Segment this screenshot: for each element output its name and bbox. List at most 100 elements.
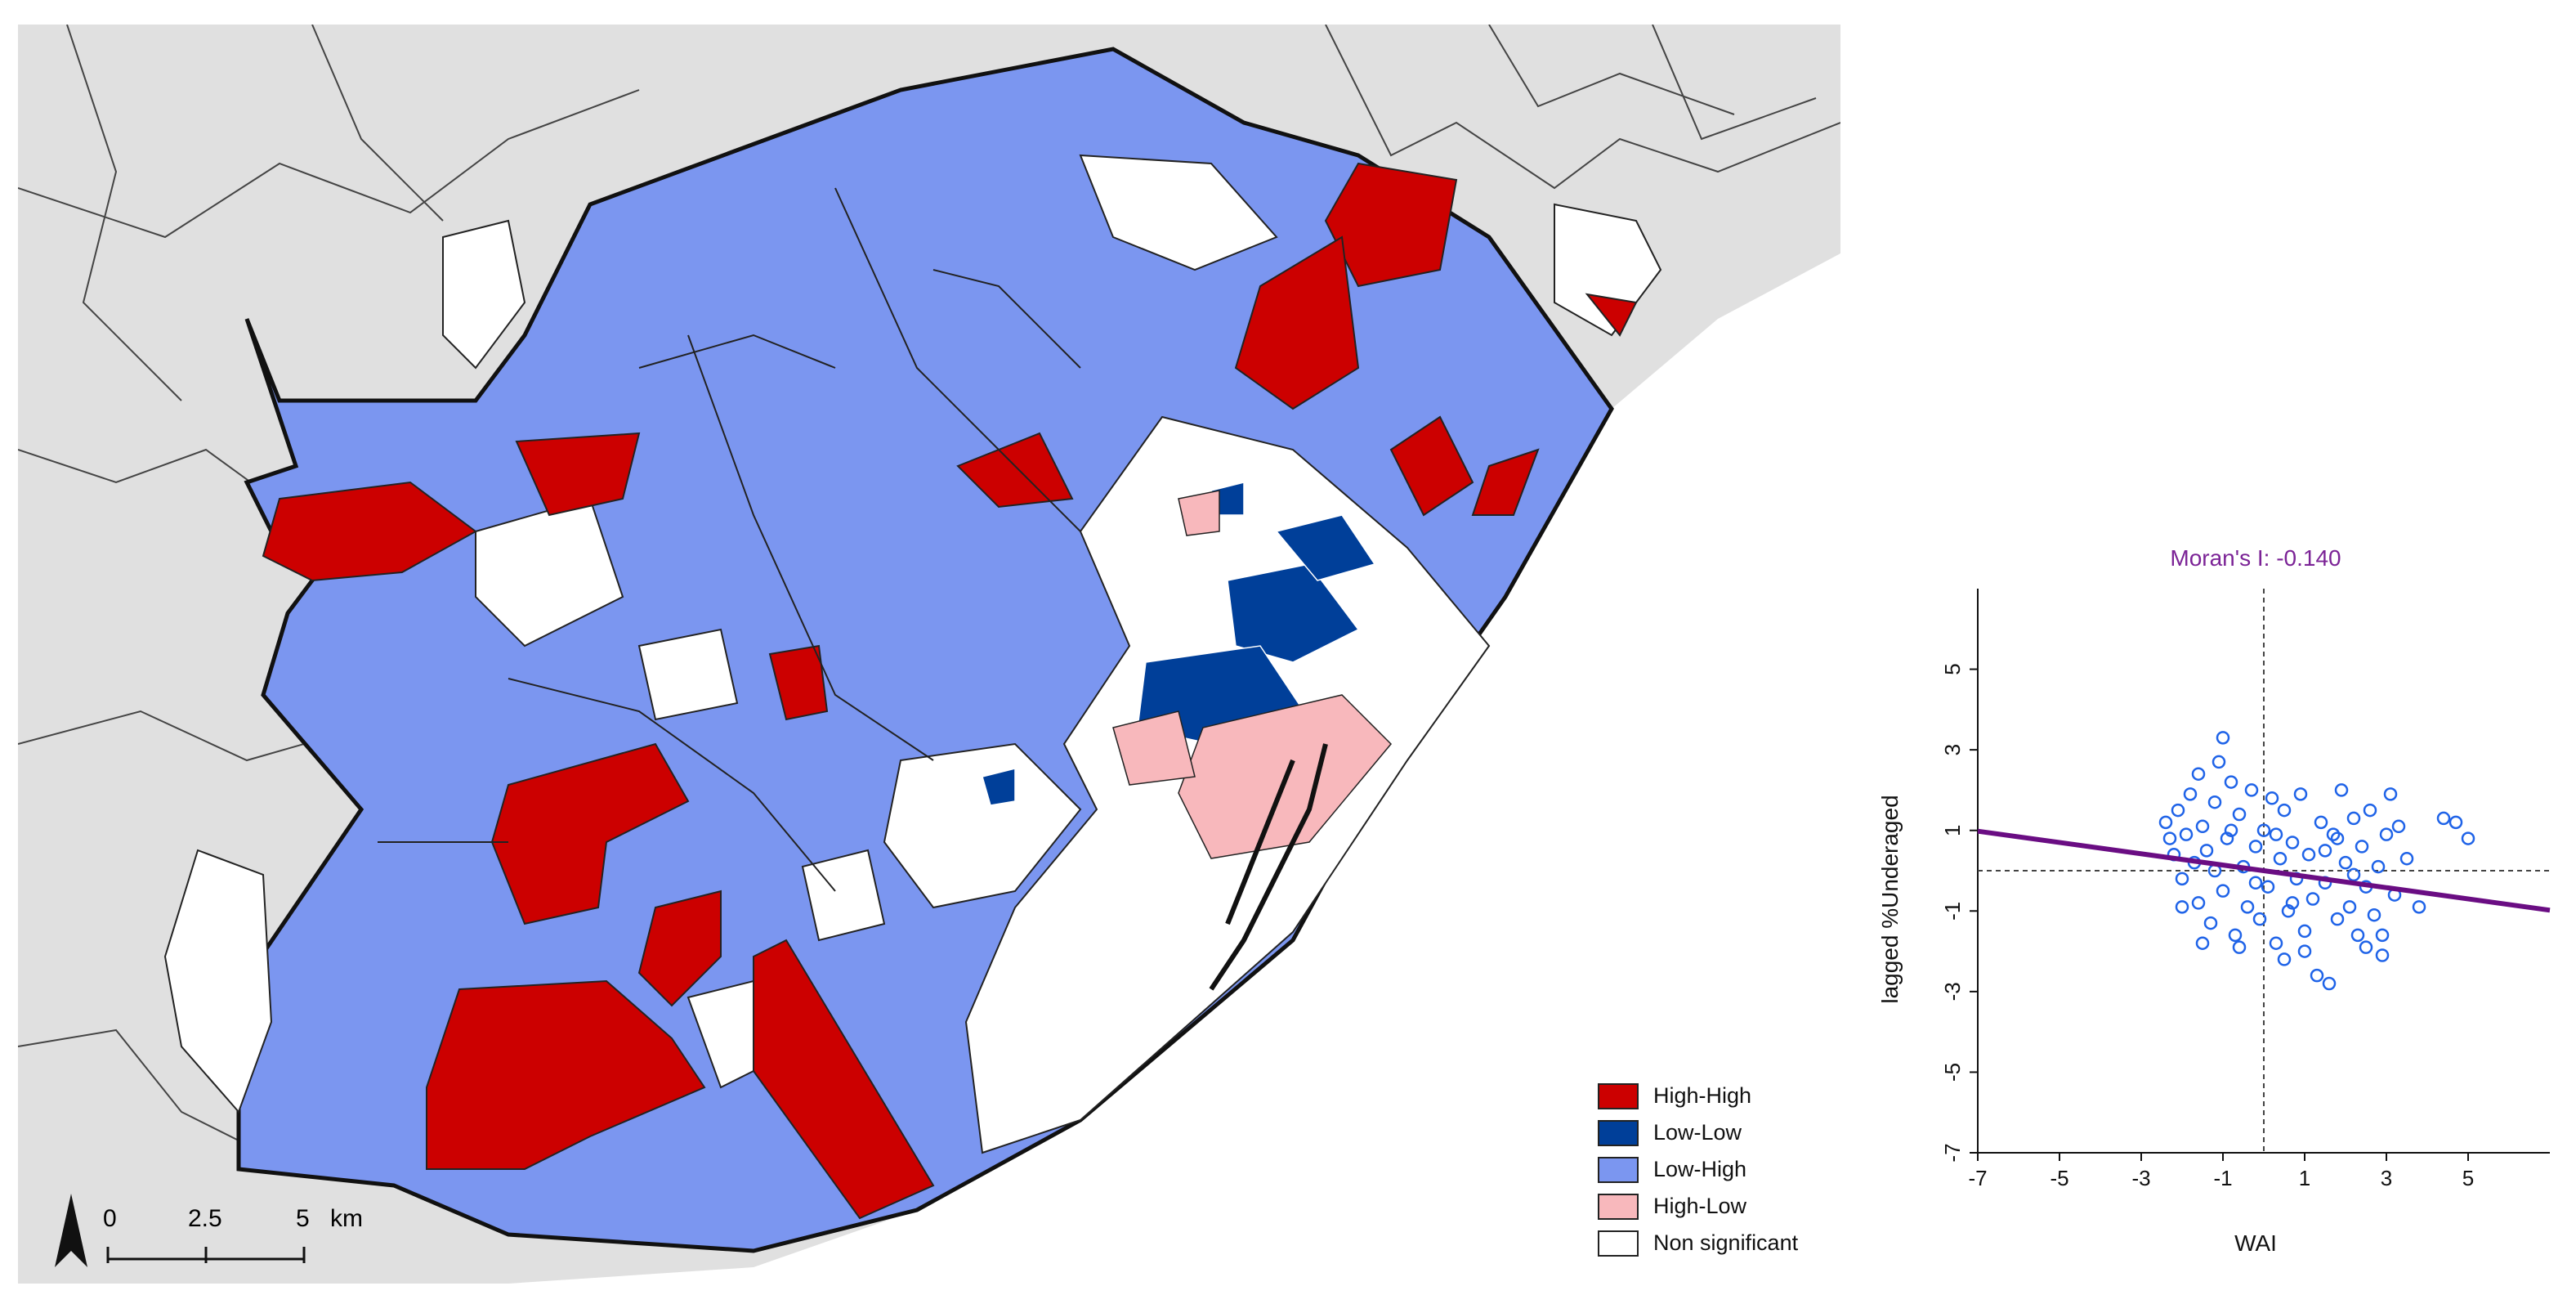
data-point (2248, 840, 2263, 854)
data-point (2277, 952, 2292, 966)
data-point (2318, 844, 2332, 858)
scale-tick-0: 0 (103, 1205, 117, 1232)
data-point (2232, 940, 2247, 954)
data-point (2252, 912, 2267, 926)
legend-swatch (1598, 1119, 1639, 1146)
data-point (2244, 783, 2259, 797)
data-point (2285, 836, 2300, 849)
legend-item-low-low: Low-Low (1598, 1114, 1843, 1151)
north-arrow-icon (55, 1194, 87, 1267)
x-tick-label: -1 (2213, 1166, 2232, 1190)
data-point (2195, 819, 2210, 834)
data-point (2277, 803, 2292, 818)
data-point (2342, 900, 2357, 914)
data-point (2224, 823, 2238, 837)
data-point (2383, 787, 2398, 801)
data-point (2232, 807, 2247, 822)
x-tick-label: 5 (2462, 1166, 2474, 1190)
data-point (2301, 848, 2316, 862)
data-point (2216, 731, 2230, 745)
y-tick-label: 5 (1940, 663, 1965, 674)
legend-swatch (1598, 1193, 1639, 1220)
data-point (2162, 831, 2177, 845)
data-point (2350, 928, 2365, 943)
legend-label: Low-Low (1653, 1120, 1742, 1145)
data-point (2297, 924, 2312, 939)
data-point (2305, 892, 2320, 906)
legend-item-non-significant: Non significant (1598, 1225, 1843, 1261)
legend-item-high-high: High-High (1598, 1078, 1843, 1114)
data-point (2240, 900, 2255, 914)
legend-swatch (1598, 1082, 1639, 1109)
data-point (2363, 803, 2377, 818)
data-point (2355, 840, 2369, 854)
plot-area: -7 -5 -3 -1 1 3 5 5 3 1 -1 -3 -5 -7 (1940, 589, 2551, 1190)
data-point (2338, 855, 2353, 870)
data-point (2256, 823, 2271, 837)
choropleth-map: 0 2.5 5 km (18, 25, 1840, 1284)
data-point (2322, 976, 2337, 991)
chart-title: Moran's I: -0.140 (2170, 545, 2341, 571)
data-point (2281, 904, 2296, 918)
data-point (2346, 811, 2361, 826)
scale-unit: km (330, 1205, 363, 1232)
data-point (2273, 851, 2288, 866)
data-point (2359, 940, 2373, 954)
data-point (2265, 791, 2279, 805)
high-high-areas (262, 162, 1638, 1220)
data-point (2346, 867, 2361, 882)
data-point (2179, 827, 2194, 841)
data-point (2220, 831, 2234, 845)
data-point (2199, 844, 2214, 858)
data-point (2171, 803, 2185, 818)
data-point (2293, 787, 2308, 801)
data-point (2183, 787, 2198, 801)
y-tick-label: -7 (1940, 1143, 1965, 1162)
data-point (2191, 767, 2206, 781)
x-tick-label: -3 (2131, 1166, 2150, 1190)
data-point (2330, 912, 2345, 926)
non-significant-areas (163, 154, 1662, 1154)
y-tick-label: -5 (1940, 1063, 1965, 1082)
y-axis-label: lagged %Underaged (1877, 795, 1903, 1003)
legend-label: Non significant (1653, 1230, 1799, 1255)
x-tick-label: -5 (2050, 1166, 2068, 1190)
data-point (2248, 876, 2263, 890)
data-point (2375, 928, 2390, 943)
scale-bar (106, 1247, 306, 1263)
legend-label: High-Low (1653, 1194, 1747, 1218)
district-borders (378, 187, 1081, 892)
data-point (2330, 831, 2345, 845)
legend-item-low-high: Low-High (1598, 1151, 1843, 1188)
data-point (2158, 815, 2173, 830)
data-point (2285, 896, 2300, 910)
x-axis-label: WAI (2234, 1230, 2277, 1256)
data-point (2436, 811, 2451, 826)
data-point (2391, 819, 2406, 834)
data-point (2212, 755, 2226, 769)
legend-swatch (1598, 1230, 1639, 1257)
data-point (2216, 884, 2230, 898)
legend-item-high-low: High-Low (1598, 1188, 1843, 1225)
x-tick-label: 3 (2381, 1166, 2392, 1190)
data-point (2207, 795, 2222, 809)
legend-label: High-High (1653, 1083, 1752, 1108)
legend-swatch (1598, 1156, 1639, 1183)
data-point (2412, 900, 2426, 914)
data-point (2269, 827, 2283, 841)
data-point (2449, 815, 2463, 830)
data-point (2310, 968, 2324, 983)
y-tick-label: -3 (1940, 982, 1965, 1001)
port-structures (1209, 743, 1328, 991)
data-point (2224, 775, 2238, 789)
legend-label: Low-High (1653, 1157, 1747, 1181)
data-point (2367, 907, 2381, 922)
data-point (2399, 851, 2414, 866)
data-point (2334, 783, 2349, 797)
data-point (2379, 827, 2394, 841)
data-point (2269, 936, 2283, 950)
data-point (2203, 916, 2218, 930)
y-tick-label: 1 (1940, 824, 1965, 836)
regression-line (1977, 828, 2551, 913)
sea (508, 253, 1840, 1284)
